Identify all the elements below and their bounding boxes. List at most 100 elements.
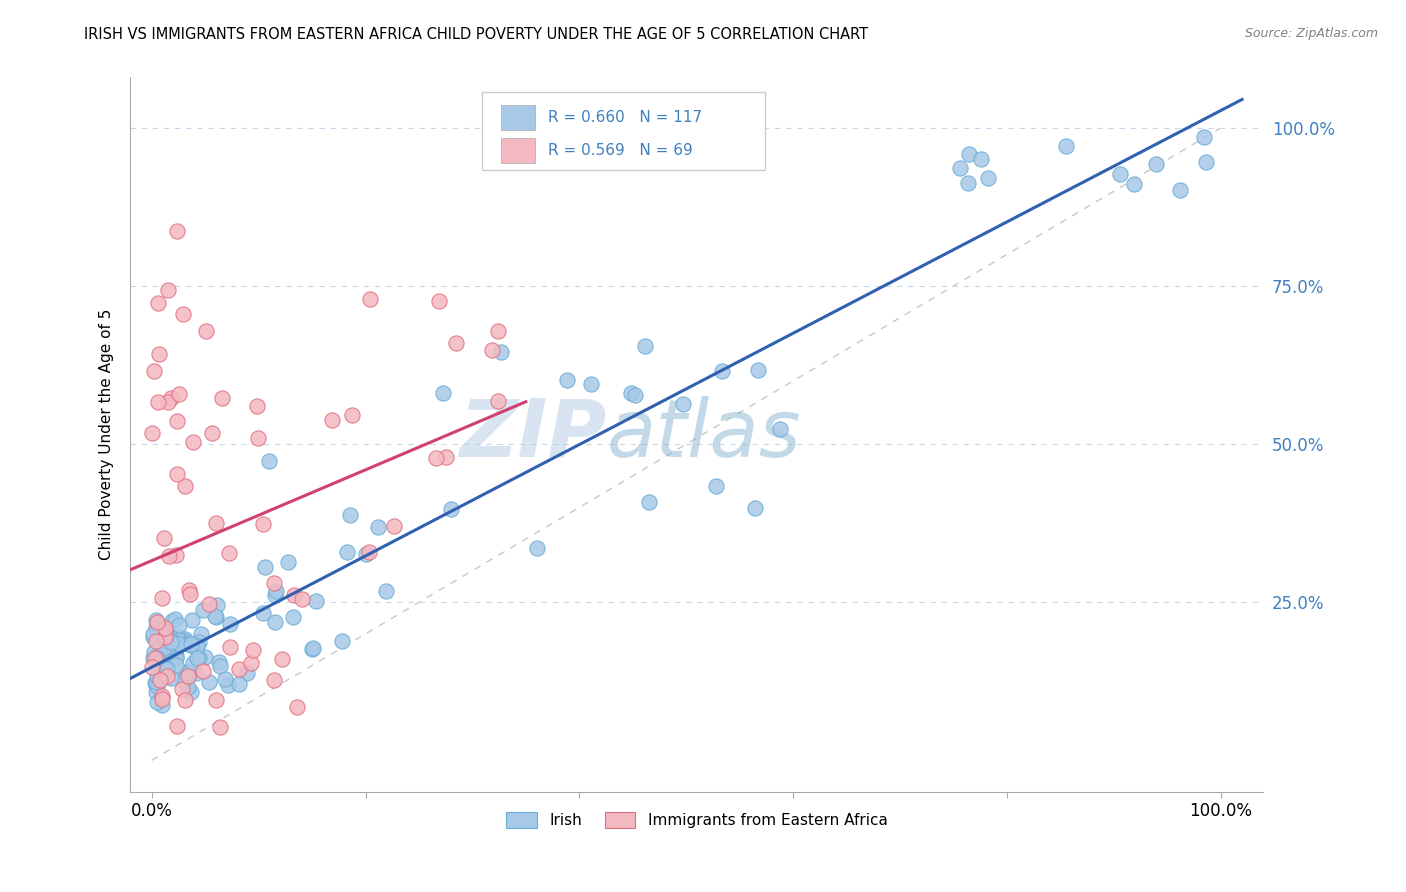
Point — [146, 296, 169, 310]
Point — [228, 676, 250, 690]
Point — [186, 639, 208, 653]
Point — [336, 545, 359, 559]
Point — [165, 549, 187, 563]
Point — [173, 693, 195, 707]
Point — [271, 652, 294, 666]
Point — [382, 519, 405, 533]
Point — [165, 649, 187, 664]
Point — [957, 147, 980, 161]
Point — [209, 658, 232, 673]
Point — [367, 520, 389, 534]
Point — [153, 621, 176, 635]
Point — [146, 395, 169, 409]
Point — [166, 223, 188, 237]
Point — [176, 665, 198, 680]
Point — [181, 639, 204, 653]
Point — [153, 531, 176, 545]
Point — [167, 618, 190, 632]
Point — [263, 575, 285, 590]
Point — [145, 620, 167, 634]
Point — [283, 610, 305, 624]
Point — [145, 685, 167, 699]
Point — [204, 609, 226, 624]
Point — [246, 431, 269, 445]
Point — [194, 324, 217, 338]
Point — [301, 642, 323, 657]
Point — [359, 292, 381, 306]
Point — [146, 650, 169, 665]
Point — [228, 662, 250, 676]
Point — [970, 152, 993, 166]
Point — [160, 634, 183, 648]
Point — [142, 627, 165, 641]
Point — [167, 637, 190, 651]
Point — [181, 435, 204, 450]
Point — [219, 640, 242, 655]
Point — [205, 599, 228, 613]
Point — [242, 643, 264, 657]
Point — [177, 637, 200, 651]
Text: ZIP: ZIP — [458, 396, 606, 474]
Text: Source: ZipAtlas.com: Source: ZipAtlas.com — [1244, 27, 1378, 40]
Point — [432, 385, 454, 400]
Point — [167, 386, 190, 401]
Point — [948, 161, 970, 175]
Point — [257, 453, 280, 467]
Point — [148, 648, 170, 663]
Point — [180, 685, 202, 699]
Point — [1168, 183, 1191, 197]
Point — [173, 478, 195, 492]
Point — [976, 171, 998, 186]
Point — [148, 347, 170, 361]
Point — [187, 651, 209, 665]
Point — [201, 426, 224, 441]
Point — [481, 343, 503, 358]
Point — [156, 640, 179, 654]
Point — [204, 692, 226, 706]
Point — [252, 517, 274, 532]
Point — [173, 634, 195, 648]
Point — [153, 630, 176, 644]
Point — [172, 673, 194, 688]
Point — [177, 582, 200, 597]
Point — [957, 176, 980, 190]
Point — [148, 621, 170, 635]
Point — [637, 495, 659, 509]
Point — [253, 559, 276, 574]
Point — [620, 385, 643, 400]
Point — [143, 645, 166, 659]
Point — [146, 615, 169, 630]
Point — [150, 629, 173, 643]
Point — [190, 627, 212, 641]
Point — [149, 673, 172, 688]
Text: IRISH VS IMMIGRANTS FROM EASTERN AFRICA CHILD POVERTY UNDER THE AGE OF 5 CORRELA: IRISH VS IMMIGRANTS FROM EASTERN AFRICA … — [84, 27, 869, 42]
Point — [1123, 177, 1146, 191]
Point — [153, 641, 176, 656]
Point — [150, 698, 173, 712]
Point — [305, 594, 328, 608]
Point — [425, 450, 447, 465]
Point — [769, 422, 792, 436]
Point — [1194, 155, 1216, 169]
Point — [146, 674, 169, 689]
Point — [156, 394, 179, 409]
Text: R = 0.660   N = 117: R = 0.660 N = 117 — [548, 110, 703, 125]
Point — [440, 502, 463, 516]
Point — [166, 719, 188, 733]
Text: atlas: atlas — [606, 396, 801, 474]
Point — [165, 651, 187, 665]
Point — [263, 673, 285, 687]
Point — [142, 650, 165, 665]
Point — [193, 664, 215, 678]
Point — [165, 657, 187, 672]
Point — [264, 615, 287, 630]
Point — [191, 603, 214, 617]
Point — [150, 692, 173, 706]
Point — [167, 630, 190, 644]
Point — [145, 669, 167, 683]
Point — [205, 610, 228, 624]
Point — [163, 612, 186, 626]
Point — [146, 622, 169, 636]
Point — [141, 660, 163, 674]
Point — [155, 627, 177, 641]
